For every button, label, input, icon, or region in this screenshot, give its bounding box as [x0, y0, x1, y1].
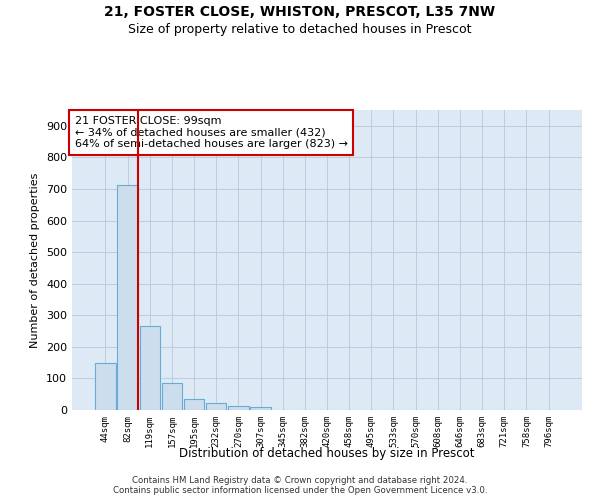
Y-axis label: Number of detached properties: Number of detached properties — [31, 172, 40, 348]
Text: Size of property relative to detached houses in Prescot: Size of property relative to detached ho… — [128, 22, 472, 36]
Text: 21, FOSTER CLOSE, WHISTON, PRESCOT, L35 7NW: 21, FOSTER CLOSE, WHISTON, PRESCOT, L35 … — [104, 5, 496, 19]
Bar — [118, 185, 138, 410]
Text: 21 FOSTER CLOSE: 99sqm
← 34% of detached houses are smaller (432)
64% of semi-de: 21 FOSTER CLOSE: 99sqm ← 34% of detached… — [74, 116, 347, 149]
Bar — [140, 326, 160, 410]
Bar — [161, 383, 182, 410]
Text: Contains HM Land Registry data © Crown copyright and database right 2024.
Contai: Contains HM Land Registry data © Crown c… — [113, 476, 487, 495]
Bar — [184, 399, 204, 410]
Bar — [206, 403, 226, 410]
Text: Distribution of detached houses by size in Prescot: Distribution of detached houses by size … — [179, 448, 475, 460]
Bar — [95, 364, 116, 410]
Bar — [228, 406, 248, 410]
Bar — [250, 407, 271, 410]
